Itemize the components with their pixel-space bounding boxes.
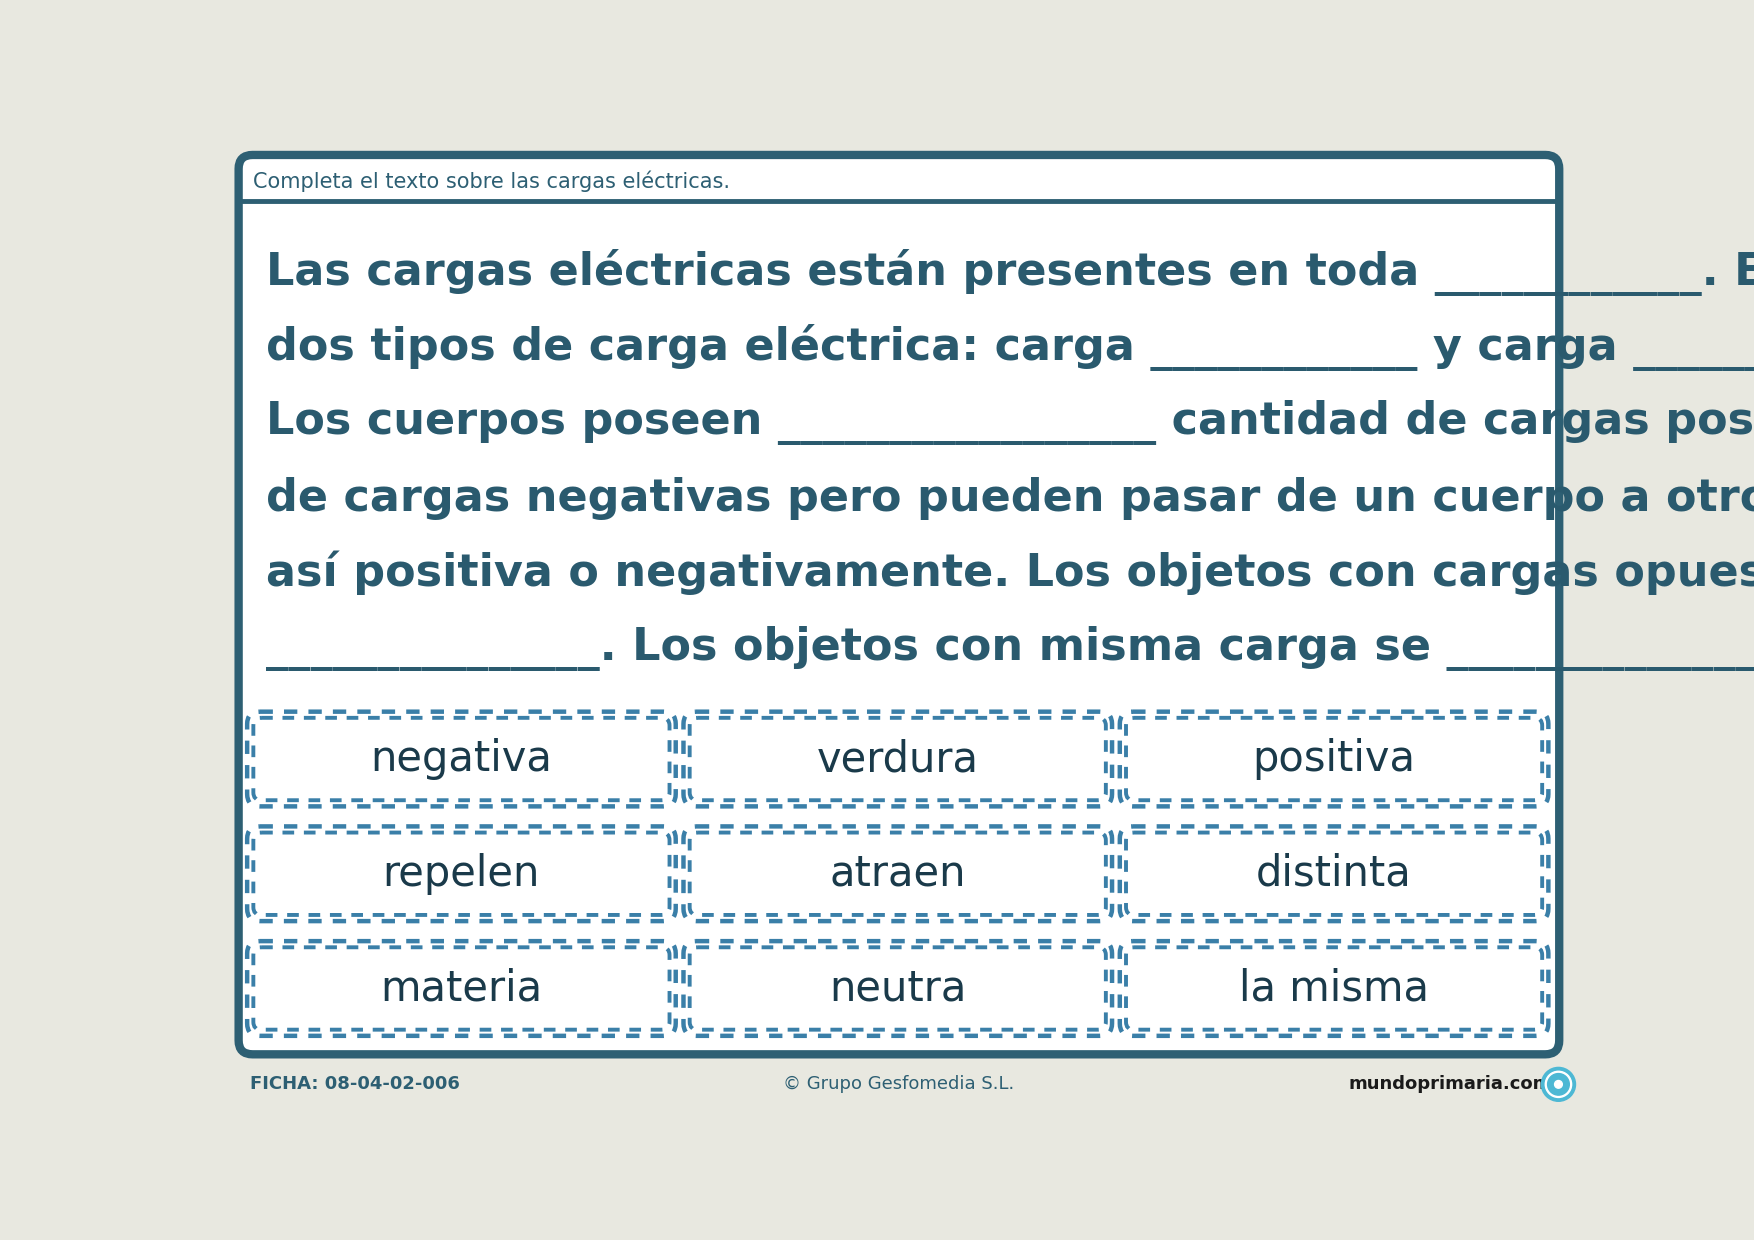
Circle shape xyxy=(1545,1071,1572,1097)
FancyBboxPatch shape xyxy=(246,826,677,921)
Text: neutra: neutra xyxy=(830,967,966,1009)
Circle shape xyxy=(1554,1080,1563,1089)
FancyBboxPatch shape xyxy=(1119,711,1549,807)
Circle shape xyxy=(1547,1074,1570,1095)
Text: dos tipos de carga eléctrica: carga ____________ y carga __________.: dos tipos de carga eléctrica: carga ____… xyxy=(267,325,1754,371)
FancyBboxPatch shape xyxy=(682,826,1112,921)
Text: Las cargas eléctricas están presentes en toda ____________. Existen: Las cargas eléctricas están presentes en… xyxy=(267,249,1754,296)
Text: la misma: la misma xyxy=(1238,967,1430,1009)
FancyBboxPatch shape xyxy=(1119,826,1549,921)
FancyBboxPatch shape xyxy=(682,940,1112,1037)
Text: mundoprimaria.com: mundoprimaria.com xyxy=(1349,1075,1552,1094)
Text: distinta: distinta xyxy=(1256,853,1412,895)
Text: Completa el texto sobre las cargas eléctricas.: Completa el texto sobre las cargas eléct… xyxy=(253,170,730,192)
Text: repelen: repelen xyxy=(382,853,540,895)
Text: © Grupo Gesfomedia S.L.: © Grupo Gesfomedia S.L. xyxy=(784,1075,1014,1094)
Text: así positiva o negativamente. Los objetos con cargas opuestas se: así positiva o negativamente. Los objeto… xyxy=(267,551,1754,595)
Text: positiva: positiva xyxy=(1252,738,1415,780)
FancyBboxPatch shape xyxy=(246,711,677,807)
Text: materia: materia xyxy=(381,967,542,1009)
Text: FICHA: 08-04-02-006: FICHA: 08-04-02-006 xyxy=(251,1075,460,1094)
FancyBboxPatch shape xyxy=(682,711,1112,807)
Text: negativa: negativa xyxy=(370,738,553,780)
Text: verdura: verdura xyxy=(817,738,979,780)
FancyBboxPatch shape xyxy=(1119,940,1549,1037)
Text: Los cuerpos poseen _________________ cantidad de cargas positivas y: Los cuerpos poseen _________________ can… xyxy=(267,399,1754,445)
Text: atraen: atraen xyxy=(830,853,966,895)
FancyBboxPatch shape xyxy=(246,940,677,1037)
Text: de cargas negativas pero pueden pasar de un cuerpo a otro, cargándose: de cargas negativas pero pueden pasar de… xyxy=(267,475,1754,521)
Text: _______________. Los objetos con misma carga se _______________.: _______________. Los objetos con misma c… xyxy=(267,626,1754,671)
Circle shape xyxy=(1542,1068,1575,1101)
FancyBboxPatch shape xyxy=(239,155,1559,1054)
